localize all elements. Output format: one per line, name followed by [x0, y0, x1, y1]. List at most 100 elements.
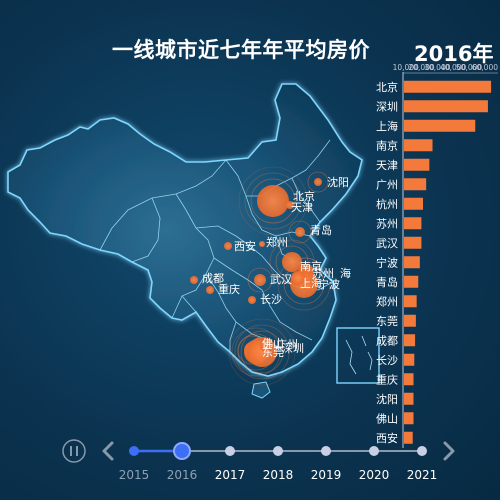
bar — [404, 178, 427, 191]
bubble-ripple — [247, 267, 273, 293]
bar-x-tick-label: 20,000 — [408, 63, 434, 72]
bar-category-label: 深圳 — [376, 100, 398, 113]
bar-x-tick-label: 50,000 — [456, 63, 482, 72]
timeline-year-dot[interactable] — [129, 446, 139, 456]
map-city-label: 佛山 — [262, 337, 284, 350]
city-bubble — [314, 178, 322, 186]
bar-category-label: 广州 — [376, 178, 398, 191]
prev-year-chevron-icon[interactable] — [102, 441, 114, 461]
timeline-year-label[interactable]: 2017 — [215, 468, 246, 482]
bar — [404, 217, 422, 230]
bar — [404, 119, 476, 132]
bar-category-label: 南京 — [376, 138, 398, 152]
south-china-sea-inset — [336, 327, 380, 384]
bubble-ripple — [231, 327, 281, 377]
map-city-label: 东莞 — [262, 346, 284, 359]
map-city-label: 重庆 — [218, 282, 240, 296]
timeline-year-dot[interactable] — [225, 446, 235, 456]
bar-category-label: 沈阳 — [376, 392, 398, 406]
current-year-label: 2016年 — [414, 42, 494, 66]
bar-category-label: 西安 — [376, 431, 398, 445]
map-city-label: 成都 — [202, 272, 224, 285]
city-bubble — [254, 274, 266, 286]
bubble-ripple — [277, 257, 331, 311]
bar-x-tick-label: 60,000 — [472, 63, 498, 72]
bubble-ripple — [250, 178, 296, 224]
bubble-ripple — [240, 330, 284, 374]
timeline-year-label[interactable]: 2019 — [311, 468, 342, 482]
bar-category-label: 杭州 — [376, 197, 398, 211]
timeline-year-label[interactable]: 2016 — [167, 468, 198, 482]
timeline: 2015 2016 2017 2018 2019 2020 2021 — [62, 439, 455, 482]
timeline-year-dot[interactable] — [321, 446, 331, 456]
bubble-ripple — [244, 172, 302, 230]
city-bubble — [260, 340, 272, 352]
bar-category-label: 重庆 — [376, 372, 398, 386]
bar — [404, 256, 420, 269]
bar — [404, 197, 423, 210]
map-city-label: 青岛 — [310, 223, 332, 237]
bar — [404, 275, 419, 288]
city-bubble — [295, 227, 305, 237]
bar — [404, 236, 422, 249]
bubble-ripple — [238, 166, 308, 236]
bar — [404, 100, 488, 113]
pause-icon-bar-left — [70, 446, 72, 456]
map-city-label: 南京 — [300, 259, 322, 273]
china-map-outline — [7, 83, 363, 377]
map-city-label: 长沙 — [260, 293, 282, 306]
map-city-label: 武汉 — [270, 273, 292, 286]
next-year-chevron-icon[interactable] — [443, 441, 455, 461]
bar — [404, 314, 416, 327]
pause-icon-bar-right — [76, 446, 78, 456]
bar-category-label: 宁波 — [376, 255, 398, 269]
city-bubble — [257, 185, 289, 217]
bubble-ripple — [288, 220, 312, 244]
bar-category-label: 长沙 — [376, 354, 398, 367]
chart-title: 一线城市近七年年平均房价 — [112, 38, 370, 62]
map-city-label: 北京 — [293, 189, 315, 203]
bar-category-label: 青岛 — [376, 275, 398, 289]
map-city-label: 苏州 — [312, 267, 334, 280]
play-pause-button[interactable] — [62, 439, 86, 463]
timeline-year-dot[interactable] — [417, 446, 427, 456]
bubble-ripple — [283, 263, 325, 305]
bar-category-label: 郑州 — [376, 294, 398, 308]
city-bubble — [286, 201, 294, 209]
bar — [404, 373, 414, 386]
timeline-year-label[interactable]: 2021 — [407, 468, 438, 482]
map-city-label: 郑州 — [266, 235, 288, 249]
city-bubbles — [190, 166, 331, 386]
city-bubble — [291, 271, 305, 285]
timeline-year-label[interactable]: 2020 — [359, 468, 390, 482]
bar — [404, 412, 414, 425]
bar-category-label: 武汉 — [376, 237, 398, 250]
bar — [404, 80, 492, 93]
bubble-ripple — [234, 324, 290, 380]
bar — [404, 392, 414, 405]
bar-category-label: 东莞 — [376, 315, 398, 328]
timeline-year-dot[interactable] — [273, 446, 283, 456]
hainan-island — [251, 381, 271, 399]
timeline-year-label[interactable]: 2018 — [263, 468, 294, 482]
city-bubble — [224, 242, 232, 250]
bar — [404, 158, 430, 171]
bar — [404, 334, 416, 347]
timeline-current-marker[interactable] — [173, 442, 191, 460]
bubble-ripple — [228, 318, 296, 386]
map-city-label: 天津 — [291, 201, 313, 214]
timeline-year-dot[interactable] — [369, 446, 379, 456]
bar — [404, 139, 433, 152]
city-bubble — [206, 286, 214, 294]
bar-category-label: 成都 — [376, 334, 398, 347]
map-city-label: 海 — [340, 266, 351, 280]
city-bubble — [190, 276, 198, 284]
map-city-label: 深圳 — [282, 342, 304, 355]
timeline-year-label[interactable]: 2015 — [119, 468, 150, 482]
map-city-label: 广州 — [276, 338, 298, 351]
bar-x-tick-label: 40,000 — [440, 63, 466, 72]
bar-x-tick-label: 30,000 — [424, 63, 450, 72]
